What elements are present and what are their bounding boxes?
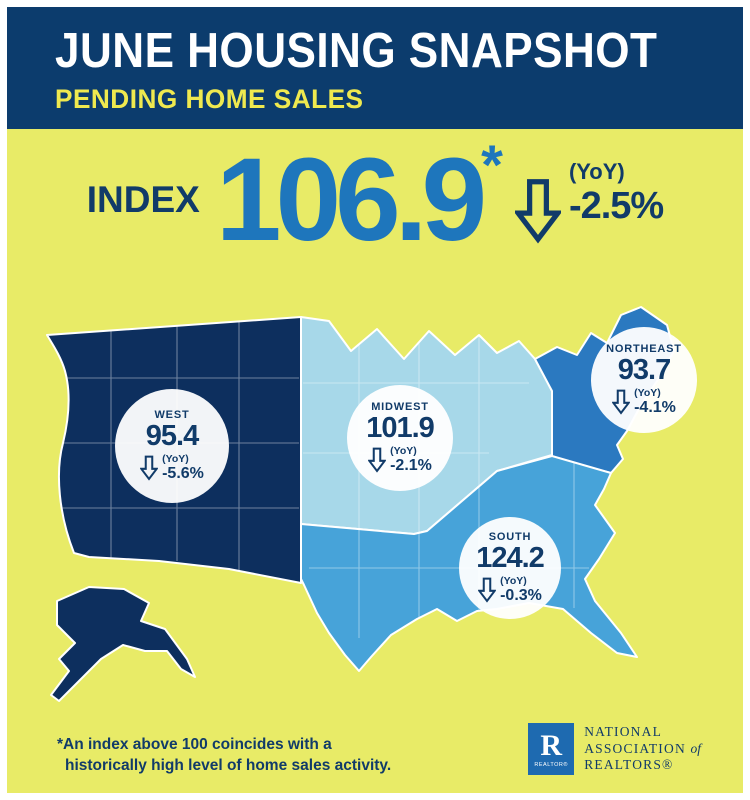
page-subtitle: PENDING HOME SALES bbox=[55, 84, 364, 114]
region-name: MIDWEST bbox=[371, 401, 429, 414]
nar-logo-line-2: ASSOCIATION bbox=[584, 740, 686, 756]
region-badge-south: SOUTH 124.2 (YoY) -0.3% bbox=[459, 517, 561, 619]
nar-logo-text: NATIONAL ASSOCIATION of REALTORS® bbox=[584, 724, 701, 775]
index-yoy-change: -2.5% bbox=[568, 184, 664, 227]
national-index: INDEX 106.9 * (YoY) -2.5% bbox=[7, 134, 743, 266]
region-index-value: 124.2 bbox=[476, 542, 545, 575]
nar-logo-line-3: REALTORS® bbox=[584, 757, 674, 773]
index-yoy: (YoY) -2.5% bbox=[568, 158, 664, 228]
yoy-down-arrow-icon bbox=[478, 577, 496, 603]
region-yoy-change: -4.1% bbox=[634, 399, 676, 417]
region-yoy-label: (YoY) bbox=[390, 444, 417, 457]
region-index-value: 101.9 bbox=[366, 412, 435, 445]
footnote-line-1: *An index above 100 coincides with a bbox=[57, 735, 332, 753]
region-yoy-change: -2.1% bbox=[390, 457, 432, 475]
nar-logo: R REALTOR® NATIONAL ASSOCIATION of REALT… bbox=[528, 723, 701, 775]
region-badge-midwest: MIDWEST 101.9 (YoY) -2.1% bbox=[347, 385, 453, 491]
region-index-value: 95.4 bbox=[145, 420, 199, 453]
header: JUNE HOUSING SNAPSHOT PENDING HOME SALES bbox=[7, 7, 743, 129]
region-yoy-label: (YoY) bbox=[500, 574, 527, 587]
index-value-digits: 106.9 bbox=[215, 134, 487, 266]
region-badge-west: WEST 95.4 (YoY) -5.6% bbox=[115, 389, 229, 503]
region-yoy: (YoY) -4.1% bbox=[612, 386, 676, 417]
index-value: 106.9 * bbox=[215, 134, 503, 266]
yoy-down-arrow-icon bbox=[140, 455, 158, 481]
yoy-down-arrow-icon bbox=[612, 389, 630, 415]
region-name: WEST bbox=[154, 409, 190, 422]
us-region-map: WEST 95.4 (YoY) -5.6% MIDWEST 101.9 bbox=[29, 303, 721, 721]
yoy-down-arrow-icon bbox=[368, 447, 386, 473]
region-yoy-change: -0.3% bbox=[500, 587, 542, 605]
region-yoy: (YoY) -2.1% bbox=[368, 444, 432, 475]
region-yoy: (YoY) -0.3% bbox=[478, 574, 542, 605]
index-yoy-label: (YoY) bbox=[568, 158, 625, 184]
region-index-value: 93.7 bbox=[617, 354, 671, 387]
footnote: *An index above 100 coincides with a his… bbox=[57, 734, 391, 777]
yoy-down-arrow-icon bbox=[515, 177, 561, 245]
region-yoy: (YoY) -5.6% bbox=[140, 452, 204, 483]
index-label: INDEX bbox=[86, 179, 200, 221]
infographic: JUNE HOUSING SNAPSHOT PENDING HOME SALES… bbox=[7, 7, 743, 793]
nar-logo-line-1: NATIONAL bbox=[584, 723, 663, 739]
region-badge-northeast: NORTHEAST 93.7 (YoY) -4.1% bbox=[591, 327, 697, 433]
realtor-logo-letter: R bbox=[540, 728, 563, 762]
realtor-logo-icon: R REALTOR® bbox=[528, 723, 575, 775]
footnote-line-2: historically high level of home sales ac… bbox=[65, 757, 392, 775]
region-yoy-label: (YoY) bbox=[634, 386, 661, 399]
page-title: JUNE HOUSING SNAPSHOT bbox=[55, 24, 658, 78]
index-asterisk: * bbox=[481, 133, 503, 196]
region-name: SOUTH bbox=[488, 531, 532, 544]
region-name: NORTHEAST bbox=[606, 343, 682, 356]
alaska-shape bbox=[50, 586, 196, 702]
realtor-logo-caption: REALTOR® bbox=[534, 761, 568, 768]
region-yoy-change: -5.6% bbox=[162, 465, 204, 483]
nar-logo-of: of bbox=[690, 740, 701, 756]
region-yoy-label: (YoY) bbox=[162, 452, 189, 465]
